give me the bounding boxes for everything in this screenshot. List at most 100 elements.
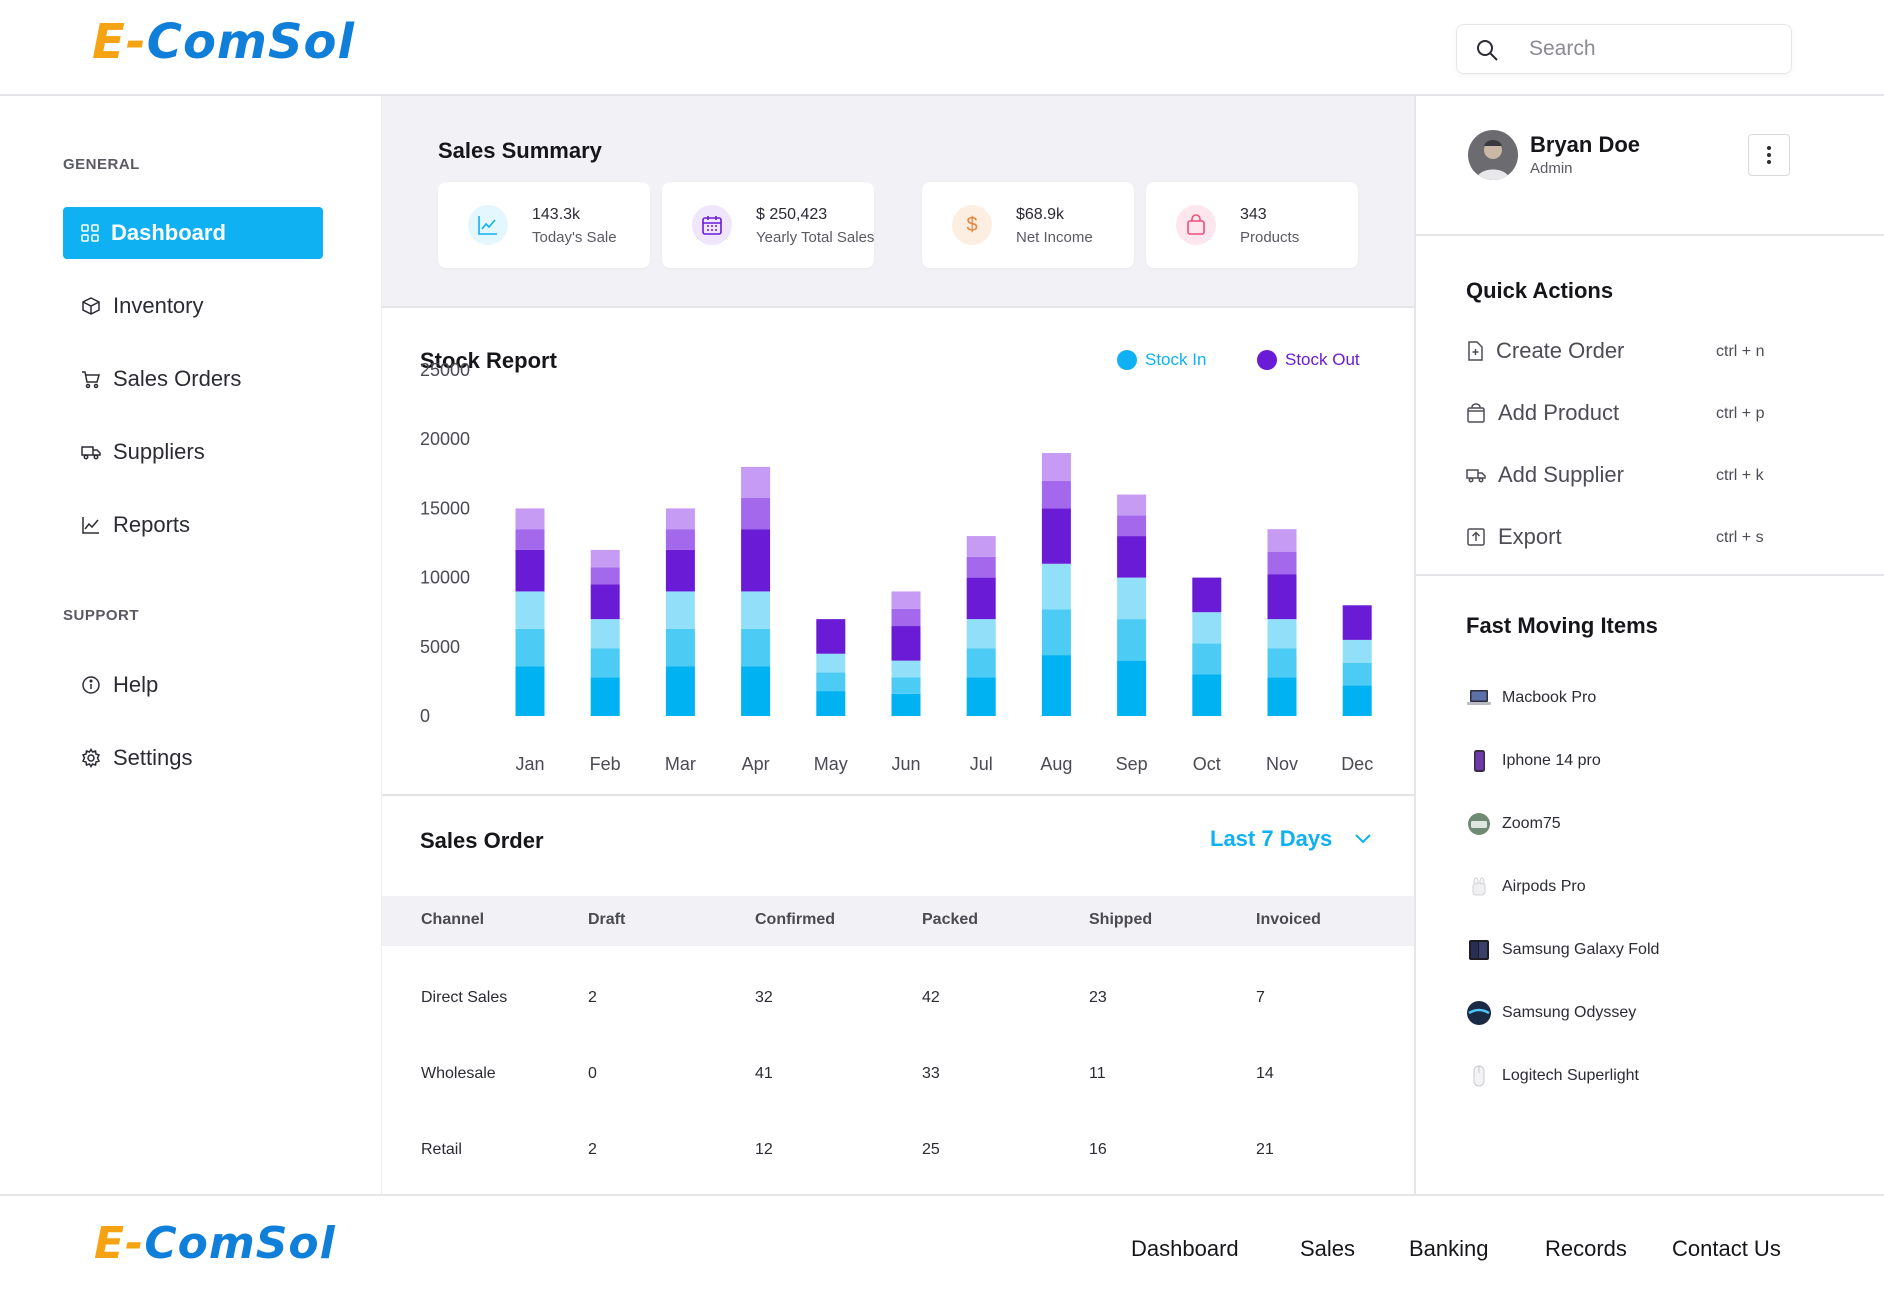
sidebar-item-suppliers[interactable]: Suppliers	[63, 426, 323, 478]
bar-segment-stock-in[interactable]	[515, 666, 545, 716]
bar-segment-stock-out[interactable]	[590, 549, 620, 568]
bar-segment-stock-out[interactable]	[816, 619, 846, 654]
quick-action-create-order[interactable]: Create Order	[1466, 338, 1624, 364]
bar-segment-stock-in[interactable]	[590, 648, 620, 678]
bar-segment-stock-in[interactable]	[515, 591, 545, 629]
bar-segment-stock-in[interactable]	[590, 619, 620, 649]
bar-segment-stock-out[interactable]	[665, 508, 695, 530]
bar-segment-stock-out[interactable]	[665, 549, 695, 592]
bar-segment-stock-in[interactable]	[665, 666, 695, 716]
bar-segment-stock-in[interactable]	[741, 628, 771, 667]
date-range-dropdown[interactable]: Last 7 Days	[1210, 826, 1372, 852]
bar-segment-stock-out[interactable]	[1041, 480, 1071, 509]
bar-segment-stock-in[interactable]	[1192, 612, 1222, 644]
sidebar-item-reports[interactable]: Reports	[63, 499, 323, 551]
footer-link-banking[interactable]: Banking	[1409, 1236, 1489, 1261]
bar-segment-stock-out[interactable]	[1267, 551, 1297, 575]
bar-segment-stock-in[interactable]	[891, 693, 921, 716]
bar-segment-stock-out[interactable]	[966, 536, 996, 557]
bar-segment-stock-in[interactable]	[1041, 609, 1071, 656]
bar-segment-stock-in[interactable]	[816, 691, 846, 716]
bar-segment-stock-out[interactable]	[741, 529, 771, 592]
bar-segment-stock-in[interactable]	[891, 660, 921, 678]
bar-segment-stock-out[interactable]	[515, 508, 545, 530]
bar-segment-stock-in[interactable]	[1117, 660, 1147, 716]
list-item[interactable]: Samsung Galaxy Fold	[1466, 937, 1659, 963]
sidebar-item-help[interactable]: Help	[63, 659, 323, 711]
bar-segment-stock-in[interactable]	[590, 677, 620, 716]
bar-segment-stock-out[interactable]	[1041, 453, 1071, 481]
table-cell: Wholesale	[421, 1065, 496, 1082]
bar-segment-stock-in[interactable]	[1342, 685, 1372, 716]
quick-action-add-supplier[interactable]: Add Supplier	[1466, 462, 1624, 488]
bar-segment-stock-out[interactable]	[590, 584, 620, 620]
bar-segment-stock-in[interactable]	[891, 677, 921, 694]
sidebar-item-settings[interactable]: Settings	[63, 732, 323, 784]
bar-segment-stock-in[interactable]	[1041, 655, 1071, 716]
bar-segment-stock-out[interactable]	[741, 466, 771, 499]
bar-segment-stock-out[interactable]	[1117, 536, 1147, 578]
list-item[interactable]: Logitech Superlight	[1466, 1063, 1639, 1089]
bar-segment-stock-in[interactable]	[966, 677, 996, 716]
avatar[interactable]	[1468, 130, 1518, 180]
bar-segment-stock-in[interactable]	[1117, 619, 1147, 661]
bar-segment-stock-in[interactable]	[1192, 643, 1222, 675]
list-item[interactable]: Iphone 14 pro	[1466, 748, 1601, 774]
sidebar-item-sales-orders[interactable]: Sales Orders	[63, 353, 323, 405]
quick-action-add-product[interactable]: Add Product	[1466, 400, 1619, 426]
bar-segment-stock-out[interactable]	[1117, 494, 1147, 516]
bar-segment-stock-in[interactable]	[665, 591, 695, 629]
bar-segment-stock-out[interactable]	[741, 498, 771, 530]
footer-link-contact-us[interactable]: Contact Us	[1672, 1236, 1781, 1261]
bar-segment-stock-out[interactable]	[1041, 508, 1071, 564]
bar-segment-stock-out[interactable]	[1117, 515, 1147, 537]
brand-logo[interactable]: E-ComSol	[92, 14, 355, 70]
bar-segment-stock-out[interactable]	[891, 591, 921, 609]
bar-segment-stock-in[interactable]	[966, 619, 996, 649]
sidebar-item-dashboard[interactable]: Dashboard	[63, 207, 323, 259]
sidebar-item-inventory[interactable]: Inventory	[63, 280, 323, 332]
list-item[interactable]: Macbook Pro	[1466, 685, 1596, 711]
bar-segment-stock-out[interactable]	[515, 549, 545, 592]
more-options-button[interactable]	[1748, 134, 1790, 176]
bar-segment-stock-in[interactable]	[1041, 563, 1071, 610]
bar-segment-stock-in[interactable]	[816, 672, 846, 692]
legend-dot	[1257, 350, 1277, 370]
list-item[interactable]: Samsung Odyssey	[1466, 1000, 1636, 1026]
bar-segment-stock-in[interactable]	[741, 666, 771, 716]
bar-segment-stock-in[interactable]	[816, 653, 846, 673]
bar-segment-stock-in[interactable]	[1117, 577, 1147, 620]
bar-segment-stock-in[interactable]	[1267, 619, 1297, 649]
bar-segment-stock-in[interactable]	[1342, 662, 1372, 686]
bar-segment-stock-in[interactable]	[515, 628, 545, 667]
footer-link-records[interactable]: Records	[1545, 1236, 1627, 1261]
footer-brand-logo[interactable]: E-ComSol	[94, 1218, 336, 1269]
bar-segment-stock-in[interactable]	[1342, 639, 1372, 663]
list-item[interactable]: Airpods Pro	[1466, 874, 1586, 900]
bar-segment-stock-out[interactable]	[891, 608, 921, 627]
bar-segment-stock-out[interactable]	[590, 567, 620, 585]
bar-segment-stock-out[interactable]	[966, 556, 996, 578]
legend-stock-in: Stock In	[1117, 350, 1206, 370]
bar-segment-stock-in[interactable]	[1267, 648, 1297, 678]
bar-segment-stock-out[interactable]	[1267, 574, 1297, 620]
quick-action-export[interactable]: Export	[1466, 524, 1562, 550]
bar-segment-stock-out[interactable]	[1342, 605, 1372, 640]
bar-segment-stock-in[interactable]	[1267, 677, 1297, 716]
footer-link-dashboard[interactable]: Dashboard	[1131, 1236, 1239, 1261]
bar-segment-stock-out[interactable]	[1192, 577, 1222, 613]
bar-segment-stock-in[interactable]	[1192, 674, 1222, 716]
bar-segment-stock-out[interactable]	[1267, 529, 1297, 552]
phone-icon	[1466, 748, 1492, 774]
bar-segment-stock-in[interactable]	[665, 628, 695, 667]
footer-link-sales[interactable]: Sales	[1300, 1236, 1356, 1261]
list-item[interactable]: Zoom75	[1466, 811, 1561, 837]
search-input[interactable]	[1529, 25, 1779, 73]
search-box[interactable]	[1456, 24, 1792, 74]
bar-segment-stock-out[interactable]	[665, 529, 695, 550]
bar-segment-stock-out[interactable]	[515, 529, 545, 550]
bar-segment-stock-in[interactable]	[741, 591, 771, 629]
bar-segment-stock-out[interactable]	[966, 577, 996, 620]
bar-segment-stock-in[interactable]	[966, 648, 996, 678]
bar-segment-stock-out[interactable]	[891, 626, 921, 661]
